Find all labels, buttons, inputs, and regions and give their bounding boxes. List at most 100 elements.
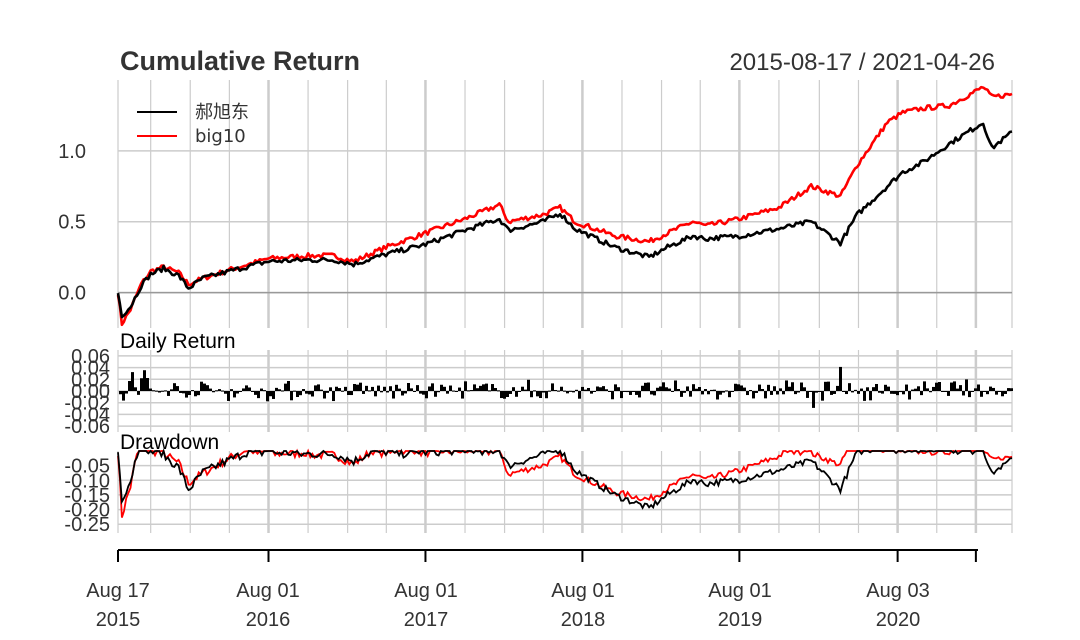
cumulative-line-big10: [116, 85, 1013, 327]
daily-return-bar: [455, 391, 458, 392]
series-lines: [116, 85, 1013, 518]
daily-return-bar: [293, 390, 296, 392]
x-tick-label-year: 2015: [96, 609, 141, 631]
daily-return-bar: [326, 391, 329, 393]
daily-return-bar: [287, 381, 290, 391]
daily-return-bar: [863, 391, 866, 401]
daily-return-bar: [320, 389, 323, 391]
daily-return-bar: [377, 385, 380, 391]
daily-return-bar: [596, 386, 599, 391]
daily-return-bar: [893, 391, 896, 394]
daily-return-bar: [686, 386, 689, 391]
daily-return-bar: [410, 388, 413, 391]
daily-return-bar: [683, 391, 686, 393]
daily-return-bar: [731, 391, 734, 392]
daily-return-bar: [371, 386, 374, 391]
daily-return-bar: [830, 391, 833, 395]
y-tick-label: -0.06: [64, 416, 110, 438]
daily-return-bar: [782, 391, 785, 395]
daily-return-bar: [827, 381, 830, 391]
daily-return-bar: [980, 391, 983, 397]
daily-return-bar: [917, 386, 920, 391]
daily-return-bar: [335, 386, 338, 391]
daily-return-bar: [824, 381, 827, 391]
daily-return-bar: [722, 391, 725, 393]
y-tick-labels: 0.0 0.5 1.0 0.060.040.020.00-0.02-0.04-0.06…: [58, 141, 110, 536]
daily-return-bar: [953, 381, 956, 391]
daily-return-bar: [905, 384, 908, 391]
daily-return-bar: [590, 391, 593, 394]
daily-return-bar: [296, 391, 299, 397]
daily-return-bar: [665, 387, 668, 391]
daily-return-bar: [752, 391, 755, 399]
daily-return-bar: [281, 390, 284, 392]
daily-return-bar: [860, 388, 863, 391]
x-tick-label-year: 2019: [718, 609, 763, 631]
daily-return-bar: [248, 387, 251, 391]
daily-return-bar: [578, 391, 581, 399]
daily-return-bar: [560, 386, 563, 391]
daily-return-bar: [128, 381, 131, 391]
daily-return-bar: [224, 391, 227, 394]
daily-return-bar: [251, 391, 254, 392]
daily-return-bar: [386, 391, 389, 393]
daily-return-bar: [503, 391, 506, 399]
daily-return-bar: [956, 388, 959, 391]
x-tick-label-month: Aug 17: [86, 580, 149, 602]
daily-return-bar: [695, 388, 698, 391]
daily-return-bar: [908, 391, 911, 400]
daily-return-bar: [878, 391, 881, 393]
daily-return-bar: [542, 391, 545, 393]
daily-return-bar: [245, 385, 248, 391]
daily-return-bar: [635, 391, 638, 395]
daily-return-bar: [479, 385, 482, 391]
daily-return-bar: [404, 391, 407, 394]
daily-return-bar: [857, 391, 860, 394]
daily-return-bar: [800, 382, 803, 391]
daily-return-bar: [485, 383, 488, 391]
daily-return-bar: [419, 391, 422, 394]
daily-return-bar: [569, 390, 572, 392]
daily-return-bar: [608, 391, 611, 392]
daily-return-bar: [365, 385, 368, 391]
daily-return-bar: [392, 391, 395, 399]
drawdown-line-big10: [117, 448, 1013, 518]
daily-return-bar: [131, 372, 134, 391]
daily-return-bar: [866, 387, 869, 391]
daily-return-bar: [623, 391, 626, 392]
daily-return-bar: [875, 383, 878, 391]
daily-return-bar: [497, 390, 500, 392]
daily-return-bar: [119, 391, 122, 395]
daily-return-bar: [272, 391, 275, 399]
daily-return-bar: [614, 384, 617, 391]
daily-return-bar: [758, 384, 761, 391]
daily-return-bar: [395, 384, 398, 391]
daily-return-bar: [194, 391, 197, 397]
y-tick-label: -0.02: [64, 393, 110, 415]
daily-return-bar: [347, 391, 350, 395]
daily-return-bar: [470, 390, 473, 392]
daily-return-bar: [791, 382, 794, 391]
daily-return-bar: [896, 391, 899, 396]
daily-return-bar: [968, 391, 971, 398]
daily-return-bar: [617, 387, 620, 391]
daily-return-bar: [446, 391, 449, 394]
x-tick-label-year: 2018: [561, 609, 606, 631]
daily-return-bar: [257, 391, 260, 399]
daily-return-bar: [356, 384, 359, 391]
daily-return-bar: [983, 391, 986, 392]
y-tick-label: 0.02: [71, 369, 110, 391]
daily-return-bar: [854, 389, 857, 391]
daily-return-bar: [698, 387, 701, 391]
daily-return-bar: [869, 391, 872, 401]
daily-return-bar: [647, 382, 650, 391]
daily-return-bar: [959, 385, 962, 391]
daily-return-bar: [344, 386, 347, 391]
daily-return-bar: [482, 384, 485, 391]
daily-return-bar: [710, 389, 713, 391]
daily-return-bar: [530, 391, 533, 398]
daily-return-bar: [263, 390, 266, 392]
daily-return-bar: [809, 391, 812, 392]
daily-return-bar: [689, 391, 692, 397]
daily-return-bar: [575, 389, 578, 391]
